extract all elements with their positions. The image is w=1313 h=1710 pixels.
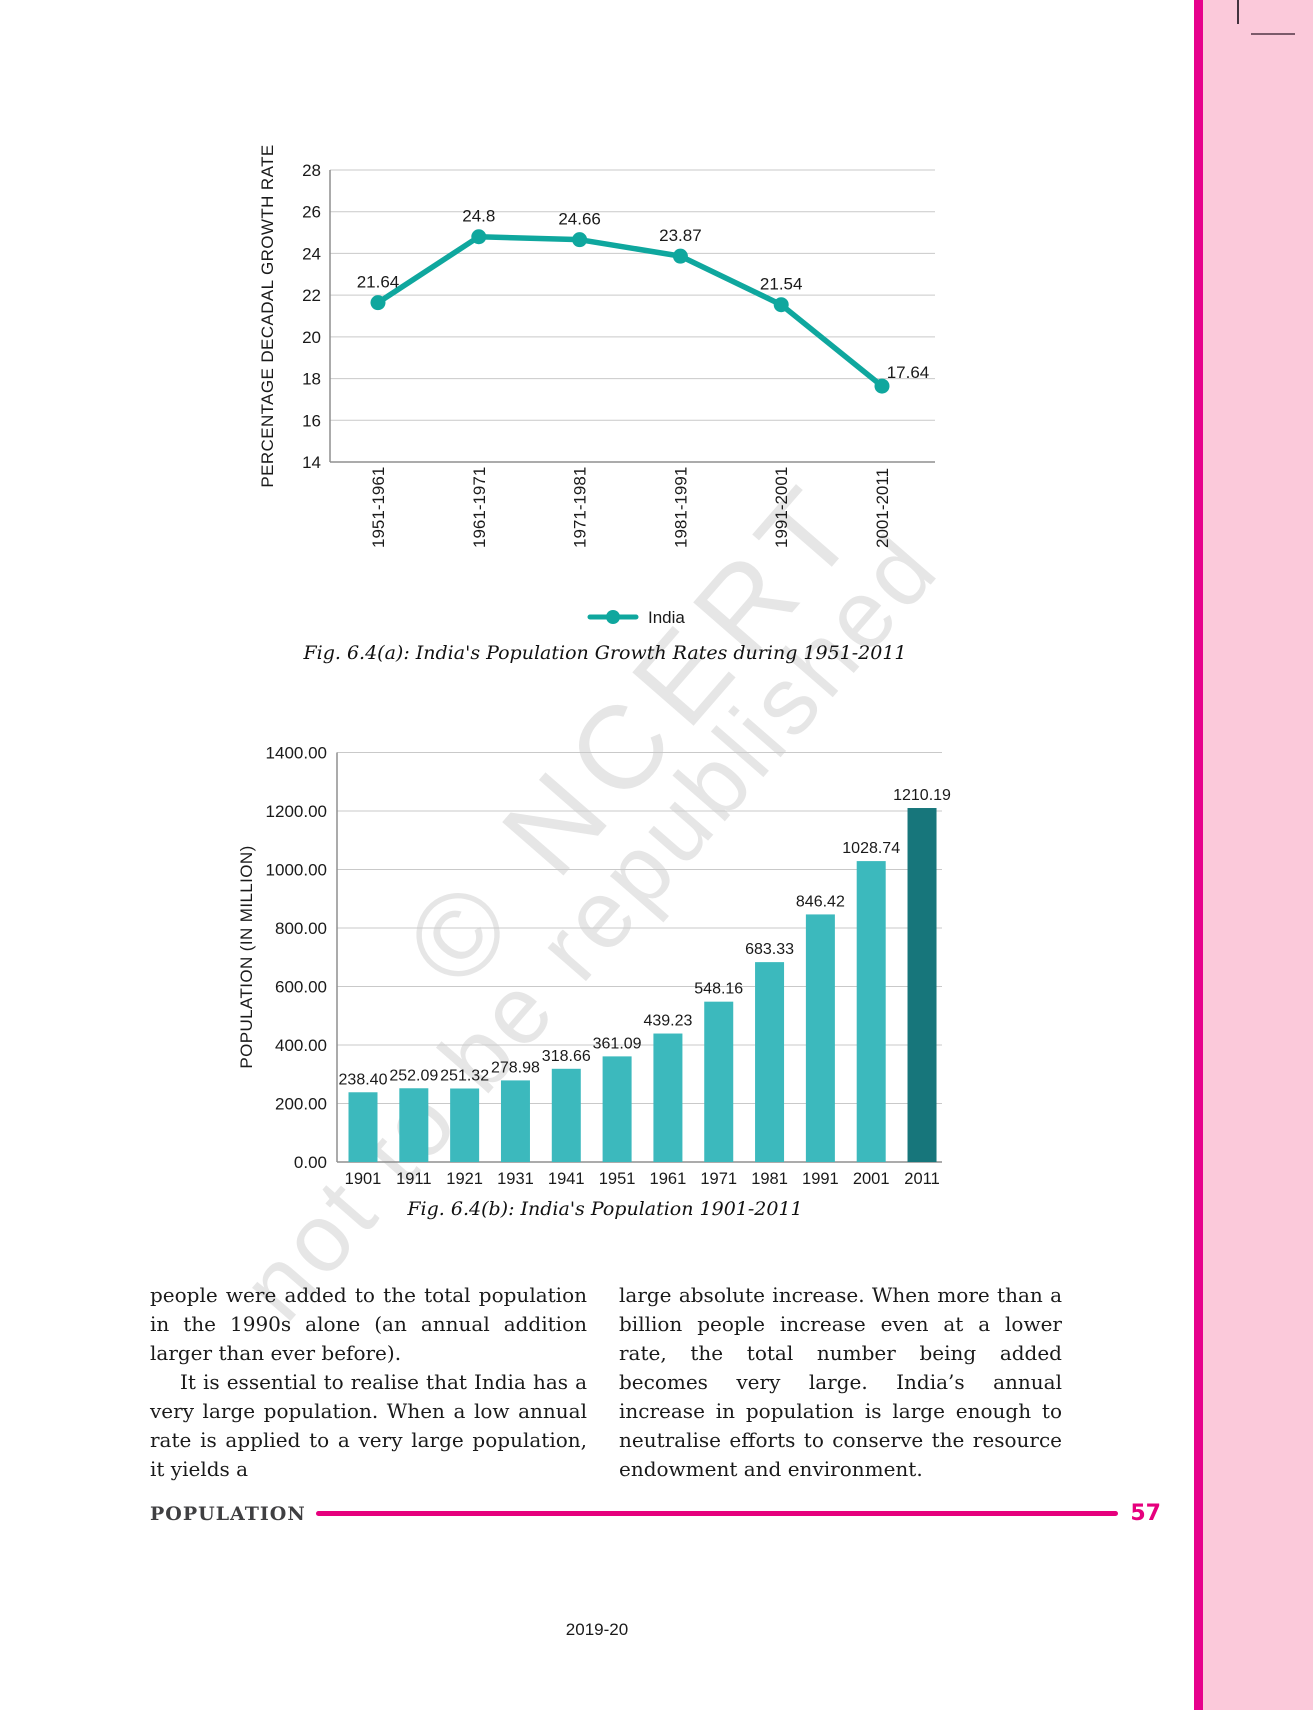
page-number: 57	[1130, 1501, 1161, 1526]
svg-text:14: 14	[302, 453, 321, 472]
figure-caption-a: Fig. 6.4(a): India's Population Growth R…	[303, 642, 907, 664]
svg-text:21.54: 21.54	[760, 275, 803, 294]
svg-text:1951: 1951	[599, 1170, 636, 1188]
svg-text:2011: 2011	[904, 1170, 939, 1188]
svg-text:1901: 1901	[345, 1170, 382, 1188]
svg-text:1971-1981: 1971-1981	[571, 467, 590, 548]
svg-text:1971: 1971	[700, 1170, 737, 1188]
svg-text:20: 20	[302, 328, 321, 347]
svg-text:28: 28	[302, 161, 321, 180]
svg-text:251.32: 251.32	[440, 1067, 489, 1084]
svg-text:1911: 1911	[396, 1170, 431, 1188]
svg-text:800.00: 800.00	[275, 919, 327, 938]
svg-text:1981: 1981	[751, 1170, 788, 1188]
paragraph: people were added to the total populatio…	[150, 1283, 587, 1365]
svg-text:1991: 1991	[802, 1170, 839, 1188]
growth-rate-line-chart: 14 16 18 20 22 24 26 28 21.64 24.8 24.66 23.87 21.54…	[302, 161, 935, 627]
page-footer: POPULATION 57	[150, 1501, 1161, 1526]
svg-text:1981-1991: 1981-1991	[671, 467, 690, 548]
svg-text:361.09: 361.09	[593, 1035, 642, 1052]
svg-text:548.16: 548.16	[694, 981, 743, 998]
chapter-title: POPULATION	[150, 1502, 306, 1525]
svg-text:1921: 1921	[446, 1170, 483, 1188]
svg-text:24.8: 24.8	[462, 207, 495, 226]
svg-text:17.64: 17.64	[887, 363, 930, 382]
svg-text:600.00: 600.00	[275, 978, 327, 997]
svg-text:1991-2001: 1991-2001	[772, 467, 791, 548]
svg-text:1028.74: 1028.74	[842, 840, 900, 857]
svg-text:252.09: 252.09	[389, 1067, 438, 1084]
svg-text:1400.00: 1400.00	[266, 744, 327, 763]
svg-text:2001-2011: 2001-2011	[873, 468, 892, 548]
svg-text:1200.00: 1200.00	[266, 802, 327, 821]
paragraph: large absolute increase. When more than …	[619, 1283, 1062, 1481]
body-text-right-column: large absolute increase. When more than …	[619, 1281, 1062, 1484]
crop-mark-vertical	[1237, 0, 1239, 24]
svg-text:1961-1971: 1961-1971	[470, 467, 489, 548]
svg-text:400.00: 400.00	[275, 1036, 327, 1055]
crop-mark-horizontal	[1251, 33, 1295, 35]
paragraph: It is essential to realise that India ha…	[150, 1370, 587, 1481]
page-edge-band	[1203, 0, 1313, 1710]
figure-caption-b: Fig. 6.4(b): India's Population 1901-201…	[407, 1198, 803, 1220]
page-edge-strip	[1194, 0, 1203, 1710]
svg-text:238.40: 238.40	[339, 1071, 388, 1088]
svg-text:24.66: 24.66	[558, 210, 601, 229]
svg-text:21.64: 21.64	[357, 273, 400, 292]
svg-text:439.23: 439.23	[643, 1013, 692, 1030]
svg-text:200.00: 200.00	[275, 1095, 327, 1114]
footer-rule	[315, 1511, 1119, 1516]
svg-text:16: 16	[302, 411, 321, 430]
edition-note: 2019-20	[565, 1620, 629, 1639]
svg-text:1961: 1961	[650, 1170, 687, 1188]
svg-text:24: 24	[302, 244, 321, 263]
svg-text:23.87: 23.87	[659, 226, 702, 245]
svg-text:1941: 1941	[548, 1170, 585, 1188]
svg-text:1210.19: 1210.19	[893, 787, 951, 804]
svg-text:1931: 1931	[497, 1170, 534, 1188]
svg-text:1000.00: 1000.00	[266, 861, 327, 880]
svg-text:22: 22	[302, 286, 321, 305]
svg-text:26: 26	[302, 203, 321, 222]
svg-text:683.33: 683.33	[745, 941, 794, 958]
svg-text:846.42: 846.42	[796, 893, 845, 910]
svg-text:318.66: 318.66	[542, 1048, 591, 1065]
svg-text:2001: 2001	[853, 1170, 890, 1188]
body-text-left-column: people were added to the total populatio…	[150, 1281, 587, 1484]
svg-text:0.00: 0.00	[294, 1153, 327, 1172]
svg-text:18: 18	[302, 370, 321, 389]
svg-text:278.98: 278.98	[491, 1059, 540, 1076]
svg-text:India: India	[648, 608, 685, 627]
population-bar-chart: 0.00 200.00 400.00 600.00 800.00 1000.00 1200.…	[266, 744, 951, 1189]
svg-text:1951-1961: 1951-1961	[369, 467, 388, 548]
